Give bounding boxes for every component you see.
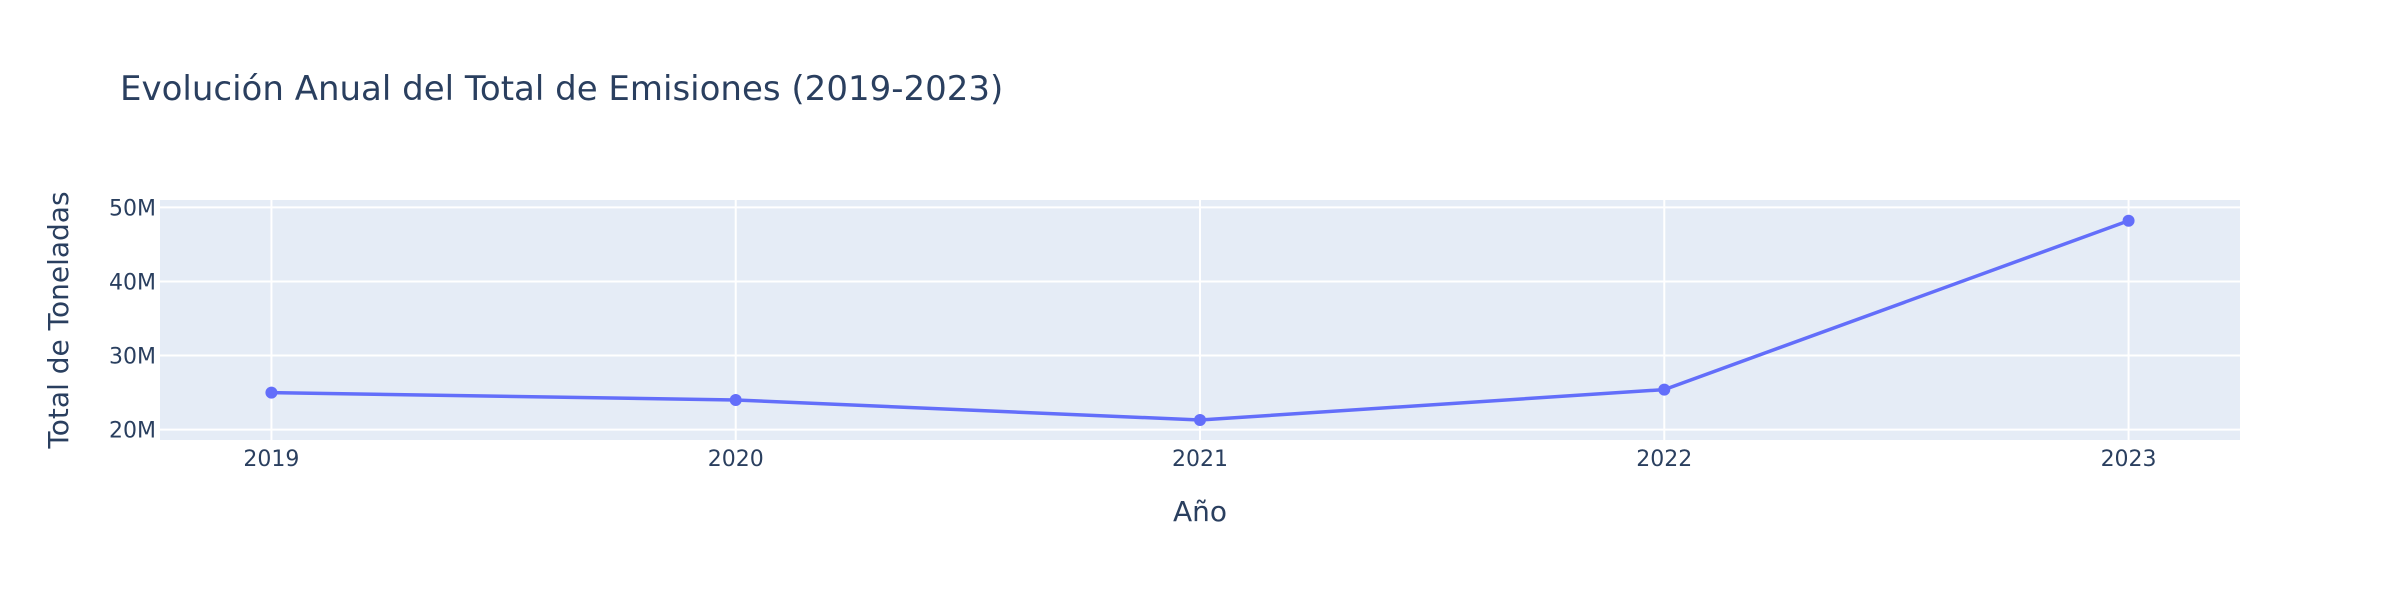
y-tick-label: 40M bbox=[109, 270, 156, 295]
x-tick-label: 2021 bbox=[1172, 447, 1228, 472]
x-tick-label: 2019 bbox=[243, 447, 299, 472]
chart-title: Evolución Anual del Total de Emisiones (… bbox=[120, 69, 1003, 109]
x-axis-title: Año bbox=[1173, 495, 1227, 528]
y-tick-label: 50M bbox=[109, 196, 156, 221]
data-point[interactable] bbox=[265, 386, 278, 399]
x-tick-label: 2022 bbox=[1636, 447, 1692, 472]
y-tick-labels: 20M 30M 40M 50M bbox=[109, 196, 156, 443]
data-point[interactable] bbox=[1658, 383, 1671, 396]
series-group bbox=[265, 214, 2135, 426]
x-tick-label: 2023 bbox=[2101, 447, 2157, 472]
data-point[interactable] bbox=[2122, 214, 2135, 227]
y-tick-label: 20M bbox=[109, 419, 156, 444]
data-point[interactable] bbox=[729, 394, 742, 406]
x-tick-label: 2020 bbox=[708, 447, 764, 472]
x-tick-labels: 2019 2020 2021 2022 2023 bbox=[243, 447, 2156, 472]
y-tick-label: 30M bbox=[109, 345, 156, 370]
y-axis-title: Total de Toneladas bbox=[42, 191, 75, 449]
data-point[interactable] bbox=[1194, 414, 1206, 426]
